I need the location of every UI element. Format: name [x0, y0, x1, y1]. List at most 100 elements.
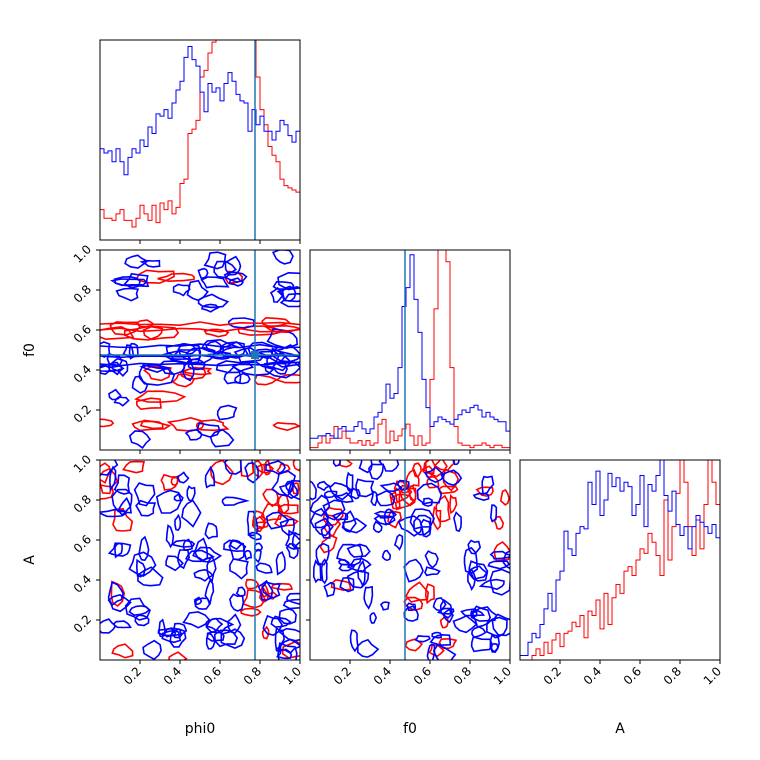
contour-blue [502, 550, 510, 570]
contour-blue [193, 546, 223, 563]
contour-blue [229, 539, 243, 551]
contour-blue [282, 598, 300, 610]
contour-blue [278, 627, 300, 642]
y-tick-label: 1.0 [71, 242, 94, 265]
contour-blue [270, 615, 292, 628]
contour-panel-phi0-f0 [100, 250, 300, 450]
contour-blue [165, 524, 175, 549]
contour-blue [200, 276, 230, 289]
contour-blue [277, 271, 300, 291]
contour-blue [370, 490, 378, 507]
contour-blue [328, 482, 353, 501]
contour-red [203, 328, 230, 338]
contour-red [449, 493, 458, 515]
x-tick-label: 0.8 [451, 664, 474, 687]
contour-band [100, 361, 300, 367]
y-tick-label: 0.8 [71, 492, 94, 515]
contour-red [100, 418, 115, 428]
contour-blue [142, 639, 162, 660]
contour-red [264, 324, 300, 334]
contour-blue [467, 539, 482, 555]
contour-blue [131, 375, 149, 394]
contour-blue [489, 633, 501, 654]
contour-blue [193, 568, 215, 582]
contour-red [252, 460, 263, 479]
contour-blue [234, 372, 251, 385]
contour-blue [271, 250, 294, 265]
contour-red [110, 580, 126, 608]
contour-blue [193, 596, 203, 606]
contour-blue [369, 612, 378, 624]
contour-blue [310, 507, 329, 529]
contour-red [421, 465, 435, 474]
contour-blue [204, 465, 216, 489]
contour-red [433, 460, 456, 472]
contour-blue [134, 614, 150, 627]
contour-blue [432, 643, 457, 660]
x-tick-label: 0.8 [661, 664, 684, 687]
contour-blue [274, 626, 285, 653]
contour-blue [278, 480, 299, 500]
contour-blue [221, 496, 250, 507]
contour-red [157, 272, 195, 283]
x-axis-label-phi0: phi0 [185, 721, 216, 737]
contour-red [241, 589, 267, 609]
hist-blue-A [520, 460, 720, 660]
contour-blue [133, 482, 156, 507]
contour-blue [247, 531, 262, 541]
contour-blue [463, 546, 479, 575]
x-tick-label: 0.2 [541, 664, 564, 687]
y-tick-label: 0.4 [71, 572, 94, 595]
contour-red [275, 373, 300, 384]
contour-red [261, 625, 270, 640]
contour-blue [470, 610, 478, 619]
panel-frame [99, 249, 301, 451]
contour-blue [414, 635, 431, 643]
contour-blue [310, 494, 331, 517]
contour-blue [112, 620, 132, 629]
contour-blue [406, 602, 417, 611]
contour-blue [440, 469, 463, 487]
contour-blue [416, 482, 443, 505]
contour-blue [276, 286, 300, 303]
contour-red [270, 582, 294, 591]
contour-blue [275, 551, 286, 576]
contour-blue [269, 286, 284, 303]
contour-blue [286, 592, 300, 605]
contour-blue [108, 388, 122, 401]
contour-red [277, 493, 290, 515]
contour-blue [375, 489, 396, 507]
contour-blue [124, 254, 149, 269]
contour-blue [244, 461, 259, 484]
contour-blue [227, 613, 242, 635]
contour-red [142, 325, 180, 341]
contour-blue [161, 629, 182, 644]
x-tick-label: 0.6 [411, 664, 434, 687]
contour-blue [171, 539, 196, 548]
contour-blue [341, 510, 357, 533]
panel-frame [99, 39, 301, 241]
contour-blue [139, 364, 172, 373]
contour-blue [277, 642, 298, 660]
contour-blue [472, 492, 490, 502]
hist-blue-phi0 [100, 46, 300, 240]
contour-blue [201, 303, 220, 313]
y-tick-label: 0.6 [71, 532, 94, 555]
contour-blue [322, 499, 346, 521]
hist-red-f0 [310, 250, 510, 450]
x-tick-label: 1.0 [281, 664, 304, 687]
hist-panel-A [520, 460, 720, 660]
x-tick-label: 1.0 [701, 664, 724, 687]
x-tick-label: 0.4 [161, 664, 184, 687]
contour-blue [279, 518, 295, 537]
hist-red-A [520, 460, 720, 660]
contour-blue [229, 593, 245, 612]
contour-blue [197, 267, 209, 280]
contour-blue [100, 365, 110, 375]
contour-red [424, 460, 436, 479]
contour-blue [287, 479, 300, 501]
contour-red [272, 421, 300, 432]
contour-blue [138, 535, 150, 562]
contour-blue [100, 460, 119, 476]
contour-blue [224, 460, 242, 475]
